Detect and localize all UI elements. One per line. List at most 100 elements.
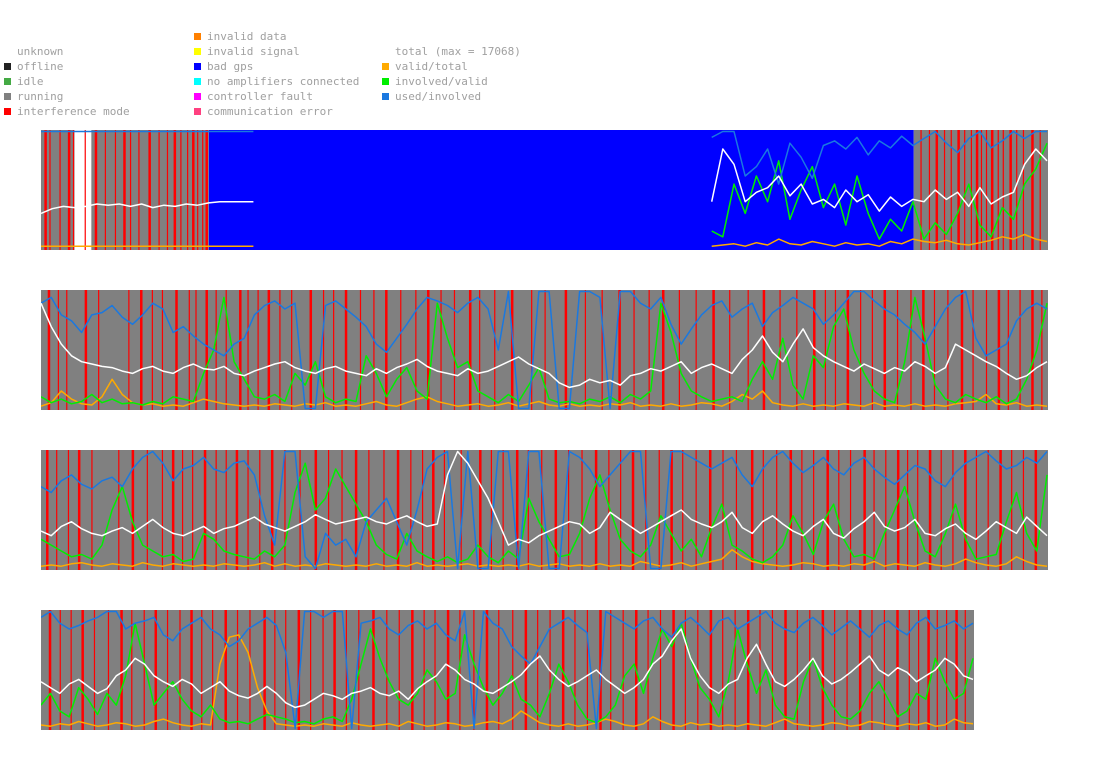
interference-marker <box>1031 290 1034 410</box>
interference-marker <box>999 450 1002 570</box>
interference-marker <box>1016 130 1018 250</box>
interference-marker <box>84 290 88 410</box>
interference-marker <box>494 290 496 410</box>
interference-marker <box>910 290 912 410</box>
interference-marker <box>697 610 699 730</box>
interference-marker <box>620 450 622 570</box>
legend-idle: idle <box>4 74 44 89</box>
interference-marker <box>922 290 925 410</box>
interference-marker <box>490 450 492 570</box>
interference-marker <box>297 610 301 730</box>
interference-marker <box>459 610 461 730</box>
interference-marker <box>372 610 375 730</box>
legend-invalid-signal: invalid signal <box>194 44 300 59</box>
interference-marker <box>601 290 603 410</box>
interference-marker <box>46 450 49 570</box>
interference-marker <box>936 610 938 730</box>
interference-marker <box>950 130 952 250</box>
interference-marker <box>584 290 586 410</box>
interference-marker <box>235 450 239 570</box>
interference-marker <box>128 290 130 410</box>
interference-marker <box>997 130 999 250</box>
interference-marker <box>846 610 848 730</box>
interference-marker <box>173 130 177 250</box>
interference-marker <box>933 290 936 410</box>
interference-marker <box>327 450 330 570</box>
legend-label: idle <box>17 75 44 88</box>
invalid-signal-swatch <box>194 48 201 55</box>
interference-marker <box>633 290 635 410</box>
interference-marker <box>81 610 84 730</box>
interference-marker <box>383 450 385 570</box>
interference-marker <box>935 130 939 250</box>
interference-marker <box>386 610 388 730</box>
interference-marker <box>927 610 930 730</box>
interference-marker <box>205 290 208 410</box>
interference-marker <box>813 450 815 570</box>
interference-marker <box>564 290 568 410</box>
interference-marker <box>581 450 583 570</box>
interference-marker <box>415 290 417 410</box>
interference-marker <box>735 450 738 570</box>
idle-swatch <box>4 78 11 85</box>
interference-marker <box>44 130 47 250</box>
series-line-total <box>41 148 1048 215</box>
interference-marker <box>143 610 145 730</box>
interference-marker <box>247 450 249 570</box>
interference-marker <box>77 450 81 570</box>
interference-marker <box>434 610 436 730</box>
series-line-total <box>41 450 1048 546</box>
interference-marker <box>750 450 754 570</box>
legend-involved-valid: involved/valid <box>382 74 488 89</box>
interference-marker <box>618 290 621 410</box>
legend-label: offline <box>17 60 64 73</box>
interference-marker <box>622 610 624 730</box>
bad-gps-swatch <box>194 63 201 70</box>
legend-label: invalid data <box>207 30 287 43</box>
involved-valid-swatch <box>382 78 389 85</box>
offline-swatch <box>4 63 11 70</box>
interference-marker <box>118 450 120 570</box>
interference-marker <box>759 610 761 730</box>
valid-total-swatch <box>382 63 389 70</box>
legend-label: no amplifiers connected <box>207 75 360 88</box>
interference-marker <box>333 610 336 730</box>
interference-marker <box>1007 290 1009 410</box>
interference-marker <box>270 450 274 570</box>
interference-marker <box>871 290 873 410</box>
interference-marker <box>858 610 862 730</box>
interference-marker <box>997 290 1001 410</box>
interference-marker <box>985 290 988 410</box>
interference-marker <box>712 290 715 410</box>
interference-marker <box>871 610 873 730</box>
interference-marker <box>410 450 412 570</box>
legend-unknown: unknown <box>17 44 63 59</box>
legend-bad-gps: bad gps <box>194 59 253 74</box>
interference-marker <box>224 610 227 730</box>
interference-marker <box>344 290 348 410</box>
series-line-valid-total <box>41 549 1048 567</box>
interference-marker <box>907 450 909 570</box>
interference-marker <box>373 290 375 410</box>
interference-marker <box>263 610 266 730</box>
interference-marker <box>205 130 208 250</box>
interference-marker <box>510 290 514 410</box>
series-line-used-involved <box>41 290 1048 410</box>
interference-marker <box>201 610 203 730</box>
interference-marker <box>98 290 100 410</box>
interference-marker <box>166 130 169 250</box>
interference-marker <box>70 610 72 730</box>
interference-marker <box>658 450 660 570</box>
interference-marker <box>59 130 61 250</box>
interference-marker <box>192 130 195 250</box>
interference-marker <box>883 290 887 410</box>
interference-marker <box>537 610 539 730</box>
interference-marker <box>309 290 313 410</box>
interference-marker <box>1034 450 1038 570</box>
interference-marker <box>527 450 529 570</box>
interference-marker <box>531 290 533 410</box>
legend-used-involved: used/involved <box>382 89 481 104</box>
interference-marker <box>239 290 242 410</box>
interference-marker <box>734 610 736 730</box>
interference-marker <box>107 610 110 730</box>
